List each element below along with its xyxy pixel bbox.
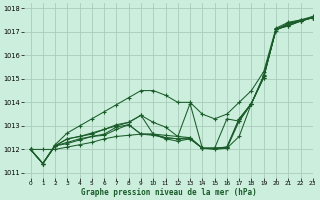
X-axis label: Graphe pression niveau de la mer (hPa): Graphe pression niveau de la mer (hPa) [81,188,256,197]
